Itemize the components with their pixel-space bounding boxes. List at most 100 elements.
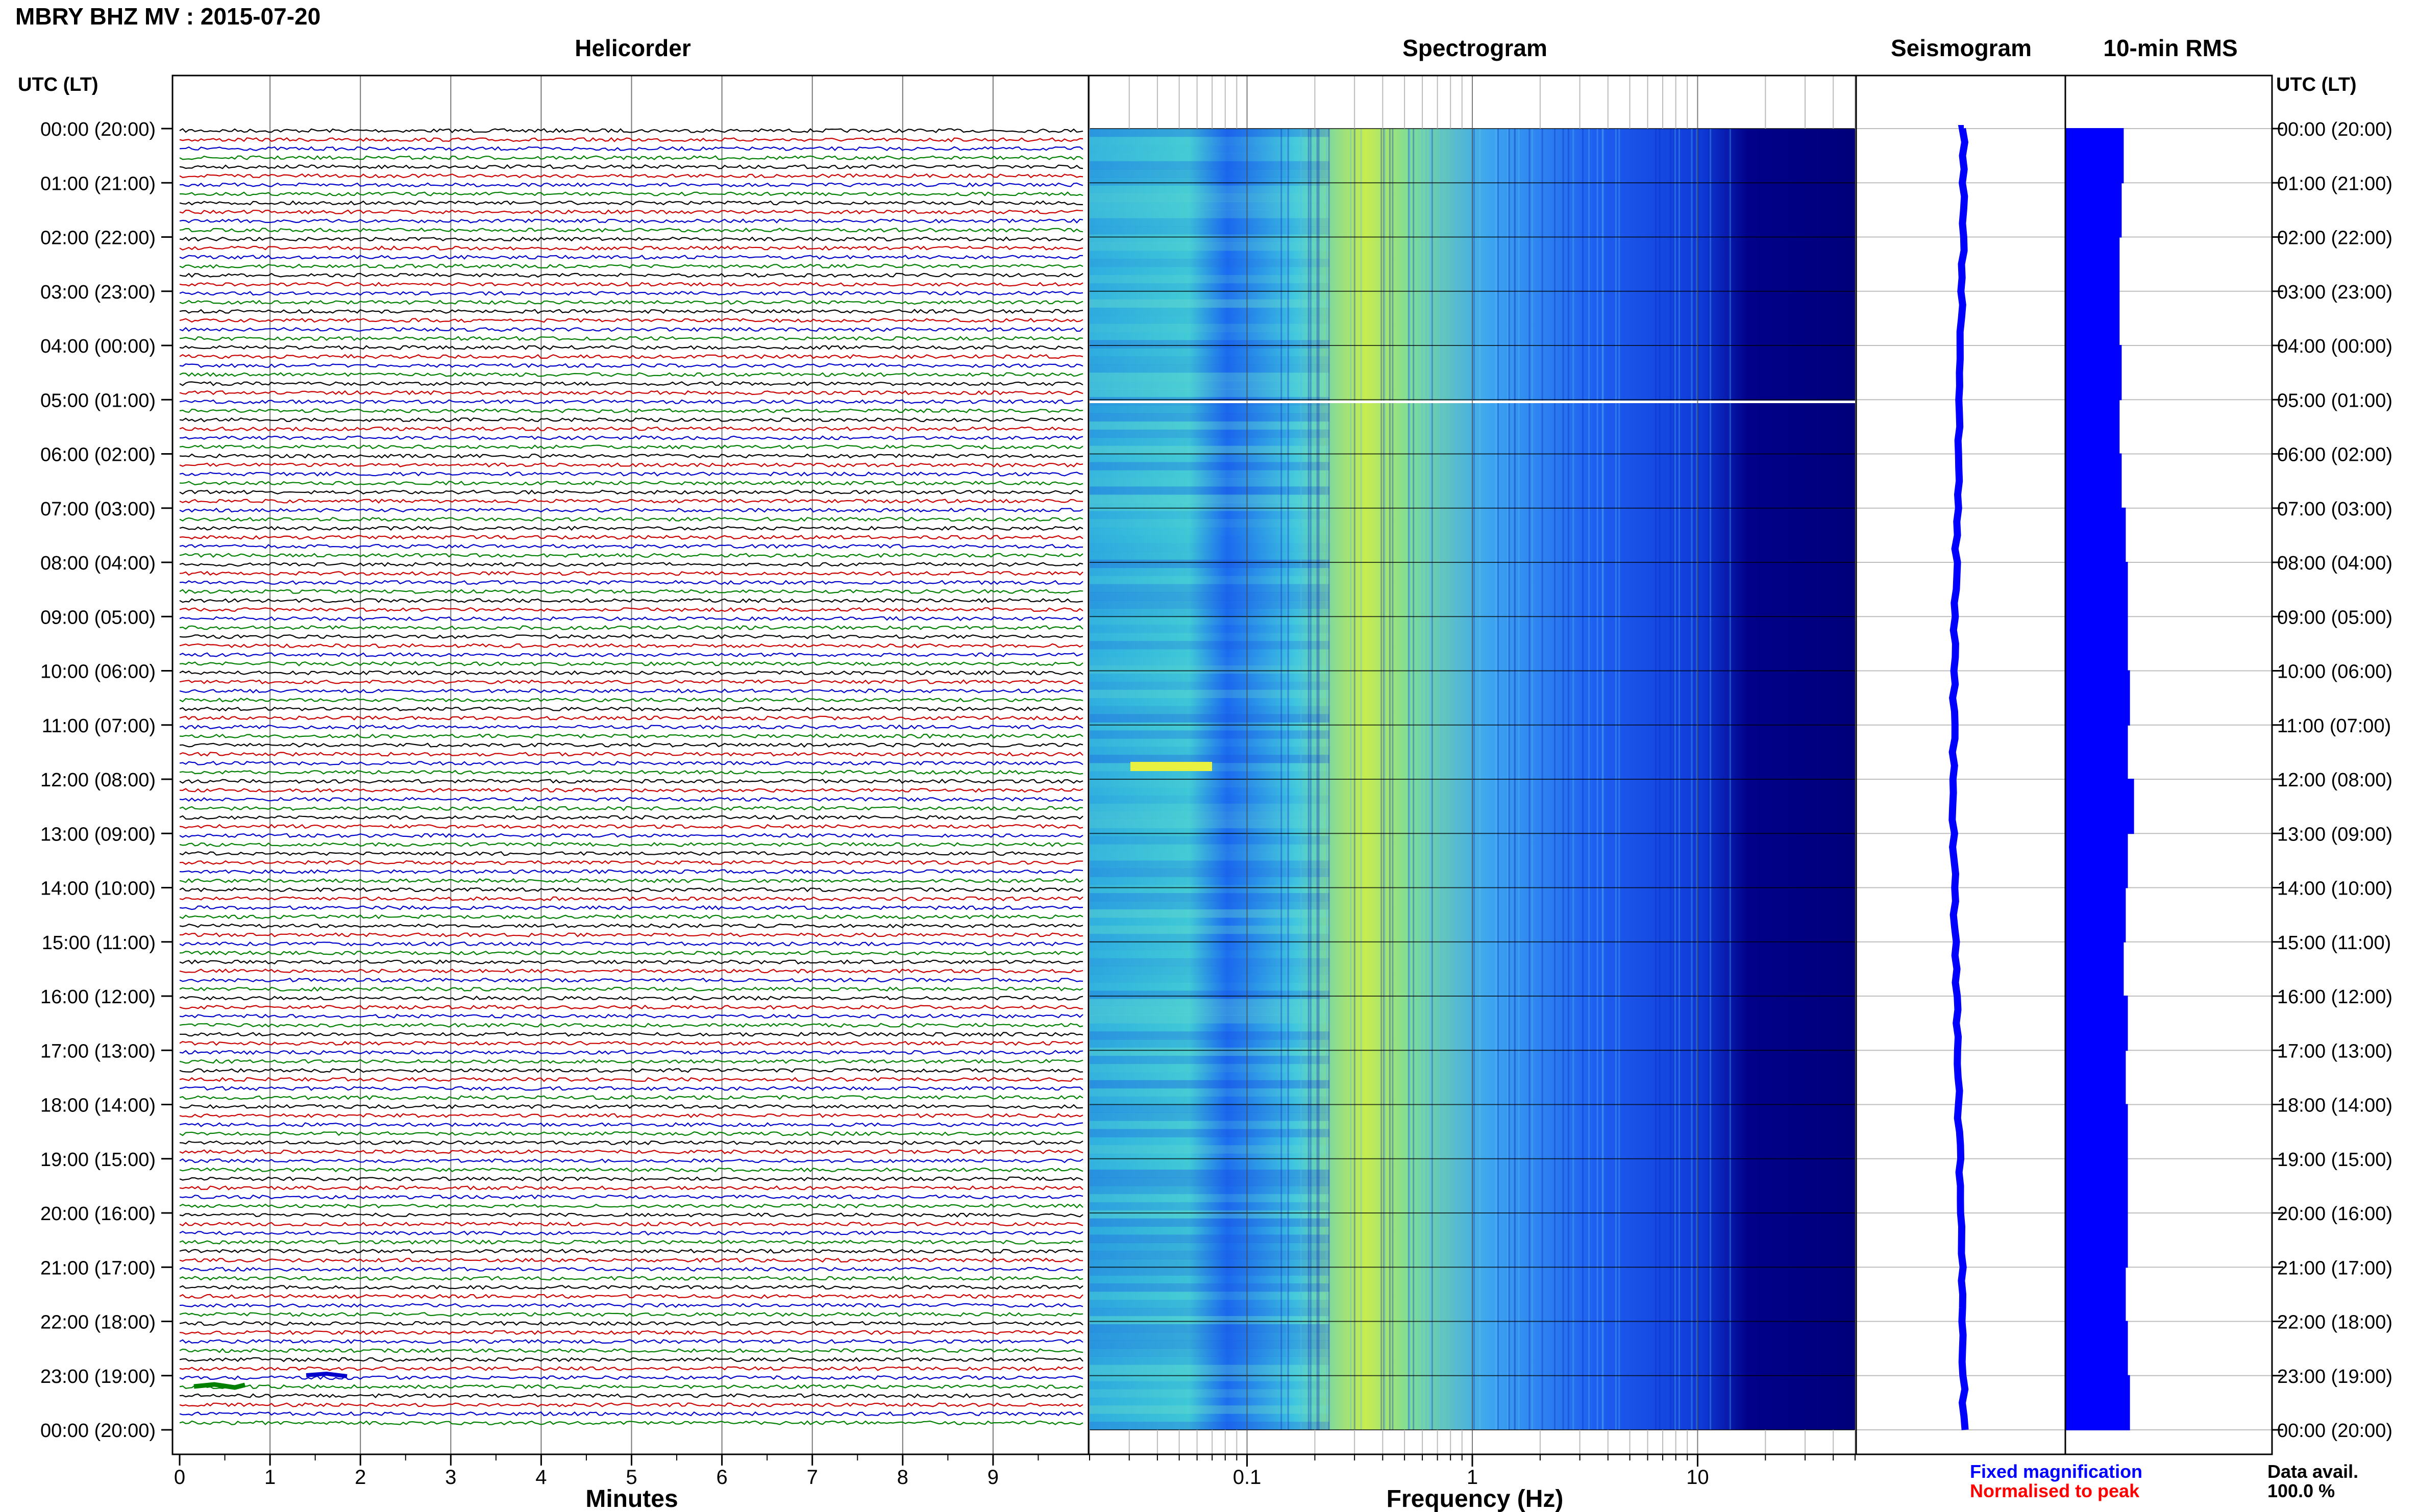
helicorder-trace-row [179,760,1083,766]
helicorder-trace-row [179,670,1083,676]
helicorder-trace-row [179,282,1083,287]
spectrogram-row-band [1090,893,1329,902]
helicorder-trace-row [179,977,1083,983]
hour-label-left: 07:00 (03:00) [40,499,156,520]
helicorder-trace-row [179,797,1083,802]
hour-label-left: 01:00 (21:00) [40,173,156,194]
spectrogram-row-band [1090,421,1329,430]
helicorder-trace-row [179,968,1083,974]
hour-label-right: 14:00 (10:00) [2277,878,2392,900]
spectrogram-row-band [1090,1170,1329,1178]
helicorder-trace-row [179,1095,1083,1100]
spectrogram-row-band [1090,1031,1329,1040]
minute-tick-label: 8 [897,1466,908,1489]
spectrogram-row-band [1090,738,1329,747]
helicorder-trace-row [179,399,1083,405]
spectrogram-row-band [1090,307,1329,316]
spectrogram-row-band [1090,657,1329,666]
frequency-tick-label: 1 [1467,1466,1478,1489]
spectrogram-row-band [1090,633,1329,641]
spectrogram-row-band [1090,1316,1329,1325]
helicorder-trace-row [179,291,1083,296]
helicorder-trace-row [179,363,1083,368]
helicorder-trace-row [179,869,1083,875]
helicorder-trace-row [179,1339,1083,1344]
helicorder-trace-row [179,1230,1083,1236]
helicorder-trace-row [179,1402,1083,1407]
helicorder-trace-row [179,480,1083,486]
spectrogram-row-band [1090,381,1329,389]
spectrogram-row-band [1090,1072,1329,1081]
spectrogram-row-band [1090,1356,1329,1365]
spectrogram-row-band [1090,1088,1329,1097]
spectrogram-row-band [1090,1104,1329,1113]
hour-label-left: 09:00 (05:00) [40,607,156,628]
hour-label-left: 13:00 (09:00) [40,824,156,845]
minute-tick-label: 5 [626,1466,637,1489]
hour-label-left: 00:00 (20:00) [40,1420,156,1442]
spectrogram-row-band [1090,291,1329,300]
helicorder-trace-row [179,1384,1083,1390]
helicorder-trace-row [180,191,1083,196]
helicorder-trace-row [179,814,1083,820]
spectrogram-row-band [1090,1161,1329,1170]
helicorder-trace-row [179,218,1083,224]
helicorder-trace-row [179,1240,1083,1245]
spectrogram-row-band [1090,340,1329,349]
helicorder-trace-row [179,688,1083,693]
spectrogram-row-band [1090,389,1329,398]
spectrogram-row-band [1090,1185,1329,1195]
helicorder-trace-row [179,598,1083,603]
spectrogram-row-band [1090,1259,1329,1268]
spectrogram-row-band [1090,1389,1329,1398]
spectrogram-row-band [1090,1340,1329,1349]
spectrogram-row-band [1090,755,1329,763]
helicorder-trace-row [179,1267,1083,1272]
helicorder-trace-row [179,354,1083,359]
helicorder-trace-row [179,1050,1083,1055]
spectrogram-row-band [1090,584,1329,592]
hour-label-left: 02:00 (22:00) [40,228,156,249]
helicorder-trace-row [179,1420,1083,1426]
hour-label-right: 22:00 (18:00) [2277,1312,2392,1333]
helicorder-event-23h [193,1382,246,1390]
hour-label-left: 08:00 (04:00) [40,553,156,574]
spectrogram-row-band [1090,437,1329,446]
helicorder-trace-row [179,996,1083,1001]
spectrogram-row-band [1090,405,1329,414]
spectrogram-row-band [1090,503,1329,511]
hour-label-right: 16:00 (12:00) [2277,986,2392,1008]
helicorder-trace-row [179,1366,1083,1371]
spectrogram-row-band [1090,1251,1329,1259]
frequency-tick-label: 10 [1686,1466,1709,1489]
helicorder-trace-row [179,435,1083,441]
spectrogram-row-band [1090,1307,1329,1317]
helicorder-trace-row [179,1203,1083,1209]
spectrogram-row-band [1090,1039,1329,1048]
hour-label-right: 15:00 (11:00) [2277,932,2391,954]
helicorder-trace-row [179,272,1083,278]
hour-label-left: 10:00 (06:00) [40,661,156,683]
hour-label-left: 22:00 (18:00) [40,1312,156,1333]
helicorder-trace-row [179,1311,1083,1317]
helicorder-trace-row [179,317,1083,323]
hour-label-left: 17:00 (13:00) [40,1040,156,1062]
spectrogram-row-band [1090,234,1329,243]
spectrogram-row-band [1090,1414,1329,1422]
helicorder-trace-row [179,453,1083,459]
spectrogram-row-band [1090,592,1329,601]
spectrogram-row-band [1090,674,1329,682]
hour-label-right: 23:00 (19:00) [2277,1366,2392,1387]
helicorder-trace-row [179,1194,1083,1200]
helicorder-trace-row [179,1059,1083,1064]
spectrogram-row-band [1090,1405,1329,1414]
spectrogram-row-band [1090,1397,1329,1405]
helicorder-trace-row [179,345,1083,351]
hour-label-left: 19:00 (15:00) [40,1149,156,1171]
helicorder-trace-row [179,526,1083,531]
spectrogram-row-band [1090,494,1329,503]
hour-label-left: 15:00 (11:00) [42,932,156,954]
helicorder-trace-row [179,1004,1083,1010]
spectrogram-row-band [1090,462,1329,470]
